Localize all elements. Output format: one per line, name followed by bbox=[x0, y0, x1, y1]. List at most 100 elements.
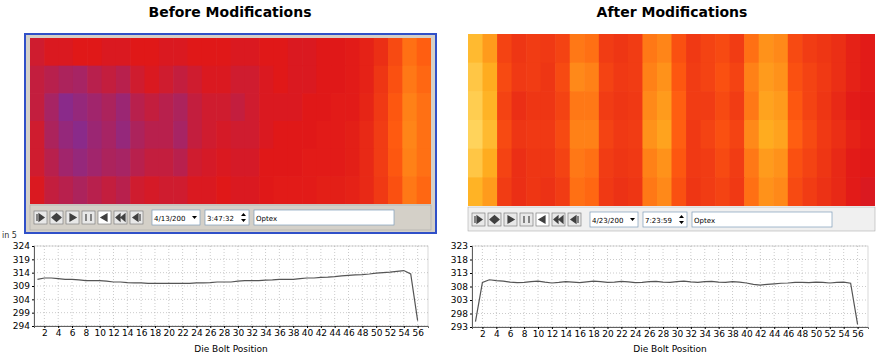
x-tick-label: 14 bbox=[561, 329, 573, 339]
heat-cell bbox=[345, 121, 360, 149]
x-tick-label: 50 bbox=[811, 329, 823, 339]
heat-cell bbox=[541, 149, 556, 178]
toolbar-button[interactable] bbox=[552, 213, 565, 226]
heat-cell bbox=[87, 176, 102, 204]
heat-cell bbox=[159, 38, 174, 66]
heat-cell bbox=[273, 38, 288, 66]
heat-cell bbox=[202, 149, 217, 177]
heat-cell bbox=[642, 91, 657, 120]
heat-cell bbox=[613, 63, 628, 92]
heat-cell bbox=[701, 177, 716, 206]
heat-cell bbox=[216, 149, 231, 177]
heat-cell bbox=[102, 93, 117, 121]
heat-cell bbox=[584, 34, 599, 63]
toolbar-button[interactable] bbox=[488, 213, 501, 226]
heat-cell bbox=[302, 66, 317, 94]
toolbar-button[interactable] bbox=[504, 213, 517, 226]
toolbar-field[interactable] bbox=[692, 212, 832, 227]
toolbar-button[interactable] bbox=[130, 211, 143, 224]
heat-cell bbox=[188, 149, 203, 177]
heat-cell bbox=[831, 63, 846, 92]
heat-cell bbox=[130, 176, 145, 204]
heat-cell bbox=[672, 149, 687, 178]
toolbar-button[interactable] bbox=[520, 213, 533, 226]
x-tick: 16 bbox=[136, 326, 148, 338]
x-tick: 12 bbox=[108, 326, 119, 338]
heat-cell bbox=[599, 63, 614, 92]
heat-cell bbox=[846, 63, 861, 92]
heat-cell bbox=[288, 149, 303, 177]
x-tick-label: 56 bbox=[412, 328, 424, 338]
heat-cell bbox=[468, 63, 483, 92]
heat-cell bbox=[584, 63, 599, 92]
grid-line-x bbox=[348, 246, 349, 326]
toolbar-field[interactable] bbox=[643, 212, 687, 227]
toolbar-button[interactable] bbox=[82, 211, 95, 224]
heat-cell bbox=[359, 176, 374, 204]
toolbar-icon bbox=[133, 214, 140, 221]
y-tick: 324 bbox=[13, 241, 34, 251]
toolbar-button[interactable] bbox=[568, 213, 581, 226]
heat-cell bbox=[613, 120, 628, 149]
heat-cell bbox=[188, 38, 203, 66]
heat-cell bbox=[231, 66, 246, 94]
heat-cell bbox=[555, 91, 570, 120]
heat-cell bbox=[773, 63, 788, 92]
toolbar-button[interactable] bbox=[114, 211, 127, 224]
background-text: in 5 bbox=[2, 231, 17, 240]
heat-cell bbox=[628, 177, 643, 206]
heat-cell bbox=[30, 121, 45, 149]
y-tick: 303 bbox=[451, 295, 472, 305]
heat-cell bbox=[773, 91, 788, 120]
toolbar-field[interactable] bbox=[254, 210, 394, 225]
toolbar-field[interactable] bbox=[152, 210, 200, 225]
window-frame bbox=[466, 34, 876, 232]
toolbar-button[interactable] bbox=[98, 211, 111, 224]
heat-cell bbox=[846, 34, 861, 63]
toolbar-button[interactable] bbox=[536, 213, 549, 226]
y-tick-mark bbox=[32, 259, 34, 260]
toolbar-button[interactable] bbox=[34, 211, 47, 224]
heat-cell bbox=[788, 149, 803, 178]
heat-cell bbox=[245, 176, 260, 204]
x-tick: 28 bbox=[219, 326, 231, 338]
y-tick: 304 bbox=[13, 295, 34, 305]
toolbar-field[interactable] bbox=[590, 212, 638, 227]
x-tick-label: 22 bbox=[616, 329, 627, 339]
x-tick-label: 46 bbox=[783, 329, 795, 339]
x-tick-label: 44 bbox=[329, 328, 341, 338]
heat-cell bbox=[541, 63, 556, 92]
y-tick-label: 303 bbox=[451, 295, 468, 305]
heat-cell bbox=[628, 149, 643, 178]
x-tick: 8 bbox=[522, 327, 528, 339]
x-axis-title: Die Bolt Position bbox=[194, 344, 267, 354]
heat-cell bbox=[860, 91, 875, 120]
heat-cell bbox=[497, 34, 512, 63]
heat-cell bbox=[512, 91, 527, 120]
heat-cell bbox=[802, 63, 817, 92]
heat-cell bbox=[642, 120, 657, 149]
toolbar-field[interactable] bbox=[205, 210, 249, 225]
heat-cell bbox=[402, 176, 417, 204]
x-tick-label: 54 bbox=[399, 328, 411, 338]
toolbar-button[interactable] bbox=[66, 211, 79, 224]
grid bbox=[472, 246, 868, 327]
x-tick-label: 54 bbox=[838, 329, 850, 339]
x-tick: 40 bbox=[302, 326, 314, 338]
heat-cell bbox=[628, 34, 643, 63]
toolbar-button[interactable] bbox=[472, 213, 485, 226]
heat-cell bbox=[331, 66, 346, 94]
heat-cell bbox=[744, 177, 759, 206]
heat-cell bbox=[860, 149, 875, 178]
y-tick-mark bbox=[32, 246, 34, 247]
toolbar-button[interactable] bbox=[50, 211, 63, 224]
x-tick: 20 bbox=[164, 326, 176, 338]
heat-cell bbox=[73, 66, 88, 94]
heat-cell bbox=[273, 176, 288, 204]
x-tick: 54 bbox=[399, 326, 411, 338]
toolbar bbox=[468, 207, 875, 231]
x-tick-label: 2 bbox=[42, 328, 48, 338]
heat-cell bbox=[130, 38, 145, 66]
x-tick: 54 bbox=[838, 327, 850, 339]
heat-cell bbox=[102, 121, 117, 149]
